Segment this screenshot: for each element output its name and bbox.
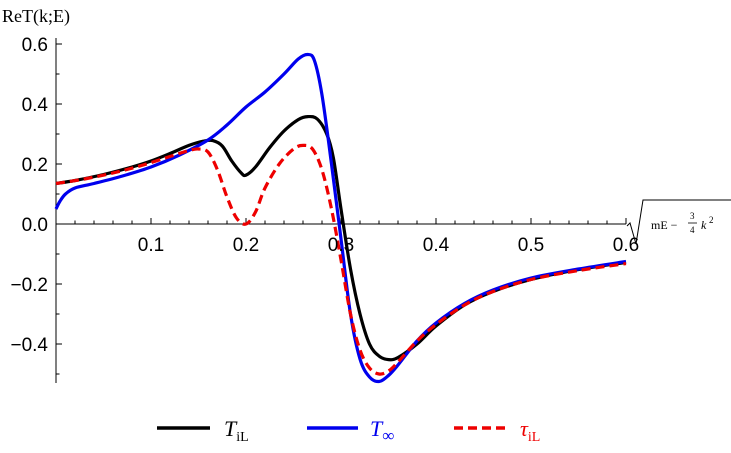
- legend-label-t-inf: T∞: [370, 416, 394, 445]
- y-tick-label: 0.0: [22, 215, 48, 236]
- legend-label-t-il: TiL: [224, 416, 249, 445]
- y-axis-label: ReT(k;E): [2, 6, 70, 27]
- x-label-radicand: mE −: [651, 218, 678, 232]
- y-tick-label: −0.4: [10, 335, 48, 356]
- curves: [54, 52, 627, 384]
- axes: [55, 38, 627, 383]
- y-tick-label: 0.4: [22, 95, 49, 116]
- x-label-frac-num: 3: [690, 211, 695, 221]
- x-label-frac-den: 4: [690, 225, 695, 235]
- legend-label-tau-il: τiL: [520, 416, 540, 445]
- legend-entry-tau-il: τiL: [454, 416, 540, 445]
- legend-label-tau-il-sub: iL: [528, 430, 540, 445]
- legend: TiL T∞ τiL: [157, 416, 540, 445]
- x-tick-label: 0.6: [613, 235, 639, 256]
- sqrt-sign: [626, 199, 731, 245]
- legend-label-t-il-sub: iL: [236, 430, 248, 445]
- legend-label-tau-il-main: τ: [520, 416, 529, 441]
- legend-label-t-inf-main: T: [370, 416, 384, 441]
- x-axis-label: mE − 3 4 k 2: [626, 199, 731, 245]
- series-line-t-il: [55, 114, 627, 362]
- legend-entry-t-inf: T∞: [307, 416, 394, 445]
- x-tick-label: 0.4: [423, 235, 450, 256]
- x-label-var: k: [701, 218, 707, 232]
- legend-label-t-inf-sub: ∞: [382, 426, 394, 445]
- tick-labels: −0.4 −0.2 0.0 0.2 0.4 0.6 0.1 0.2 0.3 0.4 0.5 0.6: [10, 35, 639, 356]
- x-tick-label: 0.3: [328, 235, 354, 256]
- series-line-tau-il: [55, 143, 627, 376]
- y-tick-label: 0.6: [22, 35, 48, 56]
- x-label-exp: 2: [709, 215, 714, 225]
- x-tick-label: 0.1: [138, 235, 164, 256]
- y-tick-label: −0.2: [10, 275, 48, 296]
- x-tick-label: 0.2: [233, 235, 259, 256]
- legend-entry-t-il: TiL: [157, 416, 249, 445]
- legend-label-t-il-main: T: [224, 416, 238, 441]
- y-tick-label: 0.2: [22, 155, 48, 176]
- x-tick-label: 0.5: [518, 235, 544, 256]
